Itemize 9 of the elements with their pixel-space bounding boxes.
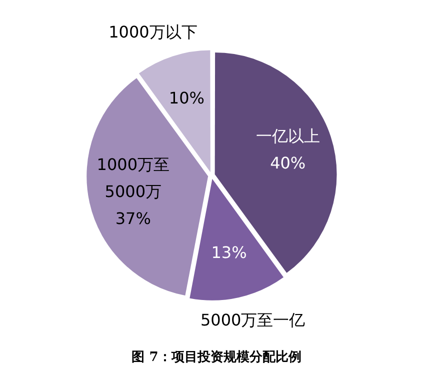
slice-label: 1000万以下	[108, 22, 198, 42]
data-label: 37%	[115, 209, 151, 228]
text: 图 7：项目投资规模分配比例	[130, 349, 302, 366]
slice-label: 1000万至5000万	[96, 155, 170, 202]
data-label: 13%	[211, 243, 247, 262]
slice-label: 一亿以上	[256, 126, 320, 146]
slice-label: 5000万至一亿	[200, 310, 306, 330]
data-label: 10%	[168, 88, 204, 108]
data-label: 40%	[270, 153, 306, 172]
